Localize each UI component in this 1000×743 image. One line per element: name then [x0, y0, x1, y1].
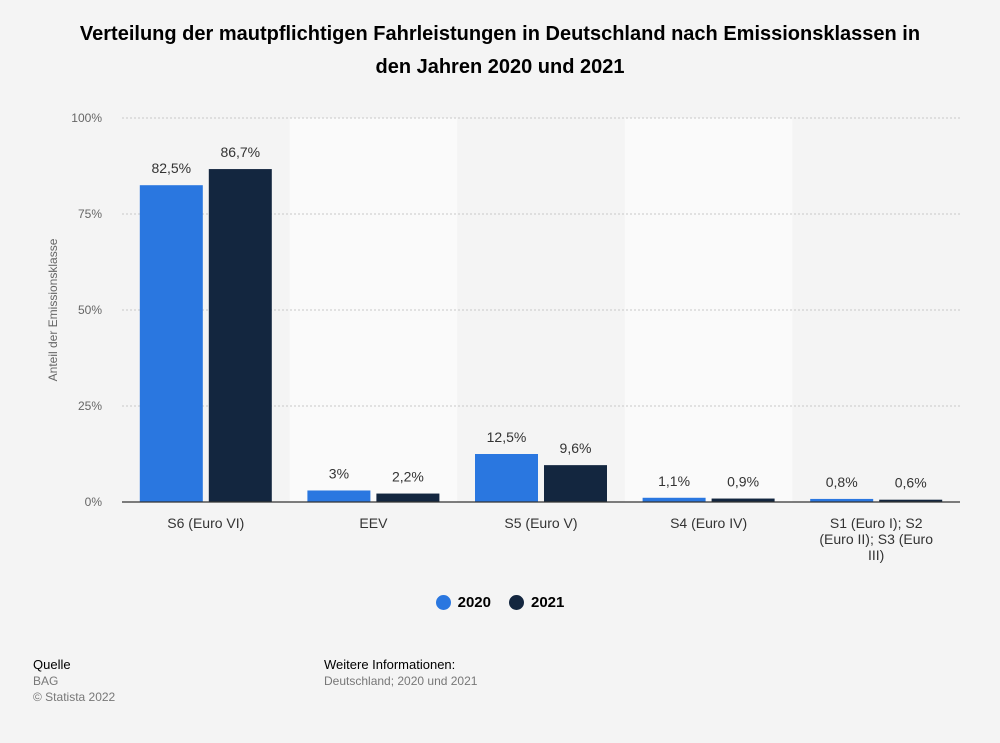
y-tick-label: 0% — [85, 495, 103, 509]
category-band — [289, 118, 458, 502]
info-text: Deutschland; 2020 und 2021 — [324, 674, 478, 688]
x-tick-label: EEV — [359, 515, 388, 531]
data-label-2021: 0,9% — [727, 474, 759, 490]
bar-2020 — [139, 185, 203, 502]
y-tick-label: 100% — [71, 111, 102, 125]
legend-item-2021[interactable]: 2021 — [509, 594, 564, 611]
source-block: Quelle BAG © Statista 2022 — [33, 657, 115, 705]
data-label-2020: 0,8% — [826, 474, 858, 490]
data-label-2021: 0,6% — [895, 475, 927, 491]
x-tick-label: S5 (Euro V) — [504, 515, 577, 531]
x-tick-label: S6 (Euro VI) — [167, 515, 244, 531]
info-heading: Weitere Informationen: — [324, 657, 456, 672]
chart-title: Verteilung der mautpflichtigen Fahrleist… — [79, 23, 921, 78]
bar-2021 — [711, 498, 775, 502]
y-tick-label: 25% — [78, 399, 102, 413]
legend-item-2020[interactable]: 2020 — [435, 594, 491, 611]
legend-label-2020: 2020 — [457, 594, 491, 611]
data-label-2021: 9,6% — [560, 440, 592, 456]
bar-2021 — [879, 499, 943, 502]
x-tick-label: (Euro II); S3 (Euro — [819, 531, 933, 547]
category-band — [624, 118, 793, 502]
data-label-2021: 2,2% — [392, 469, 424, 485]
y-axis-label: Anteil der Emissionsklasse — [46, 238, 60, 381]
bar-2021 — [208, 169, 272, 502]
bar-2021 — [376, 493, 440, 502]
info-block: Weitere Informationen: Deutschland; 2020… — [324, 657, 477, 689]
data-label-2020: 1,1% — [658, 473, 690, 489]
data-label-2020: 3% — [329, 465, 349, 481]
data-label-2021: 86,7% — [220, 144, 260, 160]
bar-2021 — [544, 465, 607, 502]
y-tick-label: 50% — [78, 303, 102, 317]
bar-2020 — [307, 490, 371, 502]
legend-swatch-2020 — [435, 595, 451, 610]
bar-chart: 0% 25% 50% 75% 100% Anteil der Emissionsklass… — [46, 111, 960, 563]
data-label-2020: 82,5% — [151, 160, 191, 176]
bar-2020 — [475, 454, 538, 502]
source-link[interactable]: BAG — [33, 674, 59, 688]
x-tick-label: S4 (Euro IV) — [670, 515, 747, 531]
copyright-text: © Statista 2022 — [33, 690, 116, 704]
bar-2020 — [642, 497, 706, 502]
x-tick-label: S1 (Euro I); S2 — [830, 515, 923, 531]
bar-2020 — [810, 498, 874, 502]
x-tick-label: III) — [868, 547, 884, 563]
chart-legend: 2020 2021 — [0, 594, 1000, 611]
source-heading: Quelle — [33, 657, 71, 672]
legend-label-2021: 2021 — [531, 594, 565, 611]
legend-swatch-2021 — [509, 595, 524, 610]
y-tick-label: 75% — [78, 207, 102, 221]
data-label-2020: 12,5% — [487, 429, 527, 445]
